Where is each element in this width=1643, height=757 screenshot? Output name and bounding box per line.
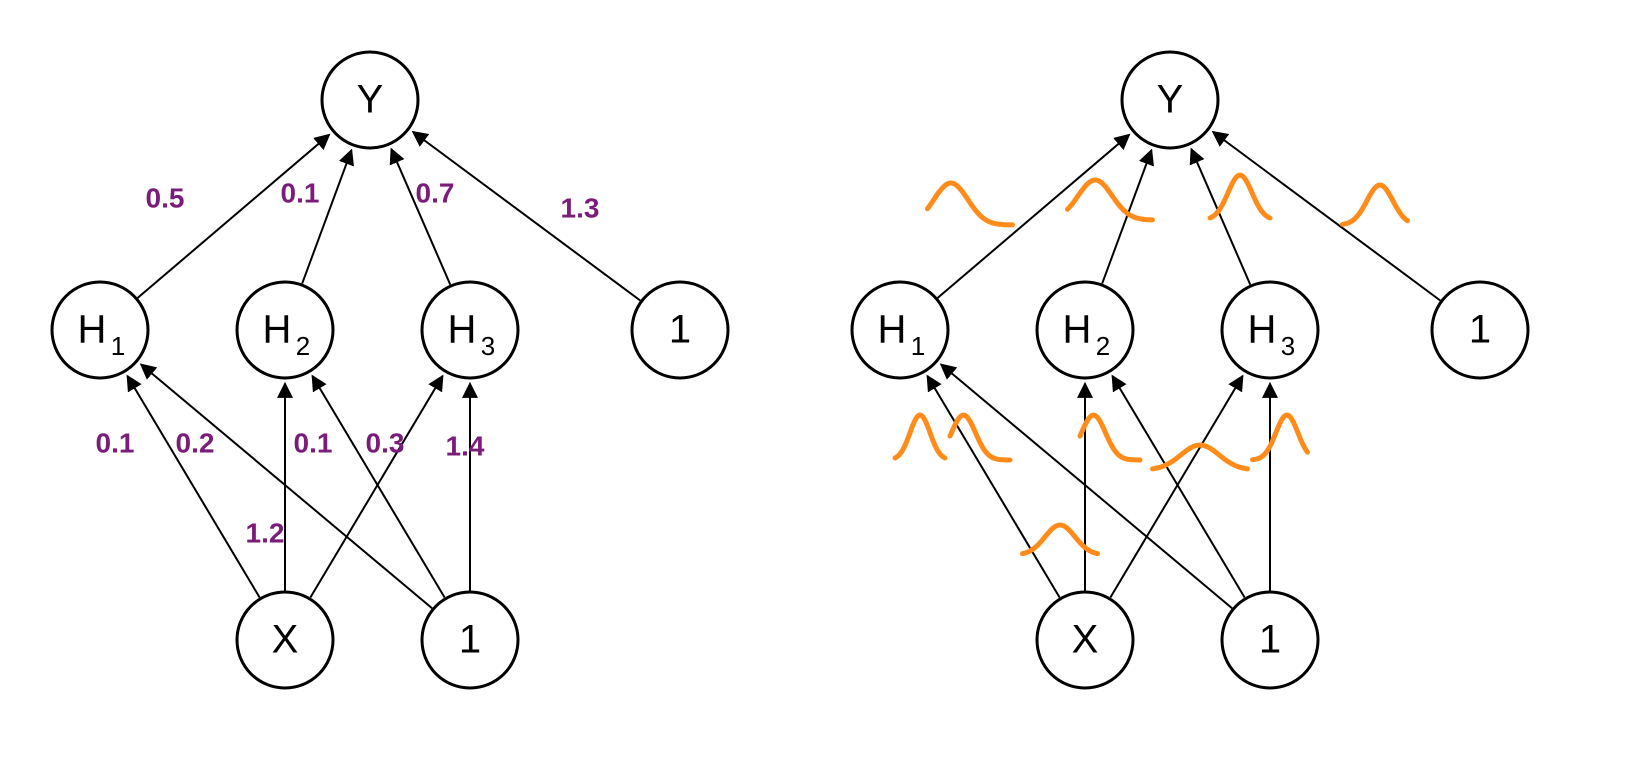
distribution-curve-5 [950, 415, 1010, 460]
edge-X-H3 [310, 376, 442, 598]
node-Y: Y [322, 52, 418, 148]
node-sub-H2: 2 [1096, 331, 1110, 361]
weight-label-6: 0.1 [294, 427, 333, 458]
distribution-curve-1 [1068, 180, 1153, 220]
node-1b: 1 [1222, 592, 1318, 688]
node-label-1t: 1 [669, 308, 691, 352]
node-label-1b: 1 [459, 618, 481, 662]
weight-label-5: 0.2 [176, 427, 215, 458]
neural-net-diagram: 0.50.10.71.30.10.20.10.31.41.2YH1H2H31X1… [0, 0, 1643, 757]
panel-right: YH1H2H31X1 [852, 52, 1528, 688]
edge-H3-Y [391, 149, 450, 285]
node-X: X [1037, 592, 1133, 688]
edge-H2-Y [302, 150, 351, 283]
node-H2: H2 [1037, 282, 1133, 378]
weight-label-8: 1.4 [446, 430, 485, 461]
distribution-curve-9 [1023, 525, 1098, 554]
node-sub-H3: 3 [481, 331, 495, 361]
node-label-H3: H [448, 308, 477, 352]
node-H1: H1 [52, 282, 148, 378]
node-1b: 1 [422, 592, 518, 688]
edge-H1-Y [138, 135, 330, 298]
node-1t: 1 [632, 282, 728, 378]
node-label-H2: H [263, 308, 292, 352]
node-sub-H3: 3 [1281, 331, 1295, 361]
distribution-curve-6 [1080, 415, 1140, 460]
node-label-H3: H [1248, 308, 1277, 352]
node-label-X: X [272, 618, 299, 662]
node-H3: H3 [1222, 282, 1318, 378]
node-H2: H2 [237, 282, 333, 378]
distribution-curve-3 [1343, 185, 1408, 224]
node-label-Y: Y [357, 78, 384, 122]
node-sub-H2: 2 [296, 331, 310, 361]
node-1t: 1 [1432, 282, 1528, 378]
edge-1b-H1 [941, 364, 1232, 608]
edge-H3-Y [1191, 149, 1250, 285]
weight-label-0: 0.5 [146, 182, 185, 213]
edge-X-H3 [1110, 376, 1242, 598]
edge-H2-Y [1102, 150, 1151, 283]
node-H3: H3 [422, 282, 518, 378]
weight-label-9: 1.2 [246, 517, 285, 548]
distribution-curve-2 [1210, 175, 1270, 218]
node-label-Y: Y [1157, 78, 1184, 122]
node-sub-H1: 1 [911, 331, 925, 361]
edge-1b-H1 [141, 364, 432, 608]
weight-label-7: 0.3 [366, 427, 405, 458]
node-label-H2: H [1063, 308, 1092, 352]
distribution-curve-0 [928, 183, 1013, 225]
node-H1: H1 [852, 282, 948, 378]
node-label-H1: H [78, 308, 107, 352]
node-X: X [237, 592, 333, 688]
node-Y: Y [1122, 52, 1218, 148]
distribution-curve-8 [1253, 415, 1308, 460]
edge-H1-Y [938, 135, 1130, 298]
weight-label-3: 1.3 [561, 192, 600, 223]
panel-left: 0.50.10.71.30.10.20.10.31.41.2YH1H2H31X1 [52, 52, 728, 688]
distribution-curve-4 [895, 415, 945, 458]
weight-label-2: 0.7 [416, 177, 455, 208]
node-label-X: X [1072, 618, 1099, 662]
node-label-H1: H [878, 308, 907, 352]
node-label-1b: 1 [1259, 618, 1281, 662]
node-label-1t: 1 [1469, 308, 1491, 352]
weight-label-4: 0.1 [96, 427, 135, 458]
node-sub-H1: 1 [111, 331, 125, 361]
weight-label-1: 0.1 [281, 177, 320, 208]
